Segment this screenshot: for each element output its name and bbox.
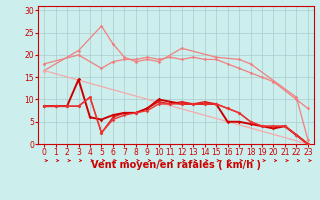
X-axis label: Vent moyen/en rafales ( km/h ): Vent moyen/en rafales ( km/h ) (91, 160, 261, 170)
